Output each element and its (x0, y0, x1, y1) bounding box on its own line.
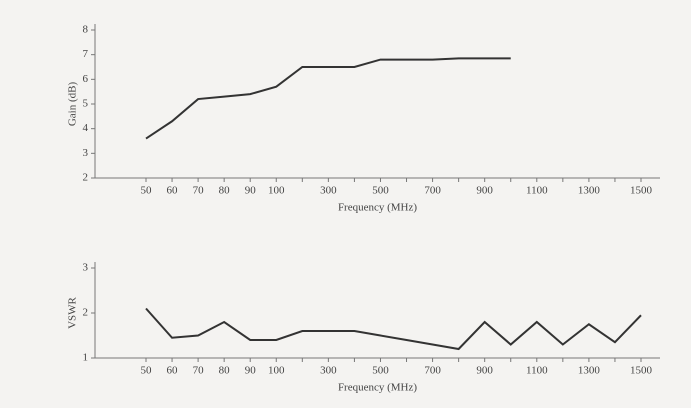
x-tick-label: 1300 (578, 365, 601, 377)
x-tick-label: 80 (219, 185, 231, 197)
x-tick-label: 50 (141, 365, 153, 377)
y-axis-label: Gain (dB) (67, 82, 79, 127)
x-axis-label: Frequency (MHz) (338, 382, 417, 394)
y-tick-label: 2 (83, 172, 89, 184)
x-tick-label: 1100 (526, 365, 548, 377)
x-tick-label: 300 (320, 365, 337, 377)
x-tick-label: 1500 (630, 365, 653, 377)
x-tick-label: 100 (268, 365, 285, 377)
x-tick-label: 700 (424, 365, 441, 377)
x-tick-label: 700 (424, 185, 441, 197)
y-tick-label: 6 (83, 73, 89, 85)
y-tick-label: 4 (83, 122, 89, 134)
x-tick-label: 1300 (578, 185, 601, 197)
x-tick-label: 70 (193, 185, 205, 197)
x-tick-label: 60 (167, 185, 179, 197)
y-tick-label: 3 (83, 262, 89, 274)
data-line (145, 57, 511, 140)
x-tick-label: 100 (268, 185, 285, 197)
x-tick-label: 1500 (630, 185, 653, 197)
x-tick-label: 60 (167, 365, 179, 377)
x-axis-label: Frequency (MHz) (338, 202, 417, 214)
data-line (145, 307, 642, 351)
y-tick-label: 1 (83, 352, 89, 364)
x-tick-label: 900 (476, 365, 493, 377)
x-tick-label: 70 (193, 365, 205, 377)
x-tick-label: 500 (372, 185, 389, 197)
x-tick-label: 50 (141, 185, 153, 197)
x-tick-label: 500 (372, 365, 389, 377)
x-tick-label: 300 (320, 185, 337, 197)
x-tick-label: 80 (219, 365, 231, 377)
y-tick-label: 3 (83, 147, 89, 159)
y-tick-label: 8 (83, 24, 89, 36)
x-tick-label: 900 (476, 185, 493, 197)
y-tick-label: 5 (83, 98, 89, 110)
y-axis-label: VSWR (67, 296, 79, 328)
x-tick-label: 90 (245, 185, 257, 197)
x-tick-label: 1100 (526, 185, 548, 197)
y-tick-label: 7 (83, 48, 89, 60)
y-tick-label: 2 (83, 307, 89, 319)
x-tick-label: 90 (245, 365, 257, 377)
